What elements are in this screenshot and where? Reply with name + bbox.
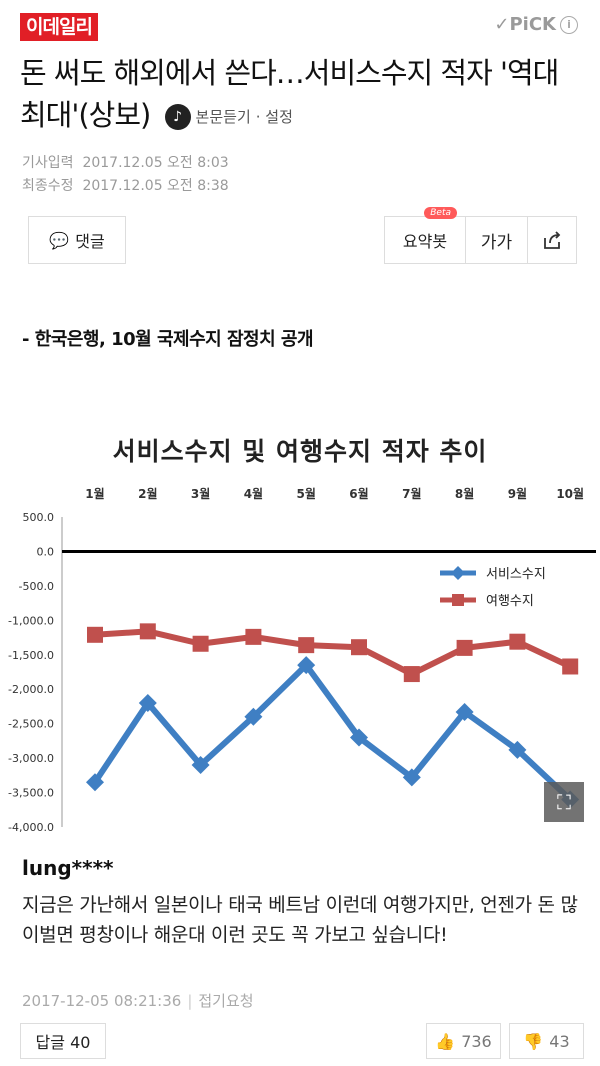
like-count: 736	[461, 1031, 492, 1051]
y-tick-label: -2,500.0	[8, 718, 54, 731]
legend-label: 서비스수지	[486, 567, 546, 582]
series-line	[92, 662, 573, 802]
data-point	[139, 623, 156, 640]
comment-label: 댓글	[75, 232, 105, 251]
x-tick-label: 1월	[85, 486, 104, 501]
input-timestamp: 기사입력 2017.12.05 오전 8:03	[22, 152, 229, 172]
y-tick-label: 500.0	[23, 511, 55, 524]
data-point	[402, 768, 421, 787]
x-tick-label: 5월	[297, 486, 316, 501]
data-point	[455, 702, 474, 721]
series-line	[94, 628, 572, 678]
reply-label: 답글 40	[35, 1033, 91, 1052]
share-button[interactable]	[527, 216, 577, 264]
input-time: 2017.12.05 오전 8:03	[82, 155, 229, 171]
audio-icon[interactable]: ♪	[164, 104, 191, 130]
data-point	[456, 639, 473, 656]
dislike-count: 43	[549, 1031, 570, 1051]
legend-marker	[451, 566, 465, 580]
info-icon[interactable]: i	[560, 15, 578, 34]
x-tick-label: 9월	[508, 486, 527, 501]
thumbs-up-icon: 👍	[435, 1031, 456, 1051]
edit-time: 2017.12.05 오전 8:38	[82, 178, 229, 194]
data-point	[351, 639, 367, 656]
data-point	[191, 756, 210, 774]
speech-bubble-icon: 💬	[49, 230, 70, 250]
legend-marker	[452, 594, 464, 606]
settings-label[interactable]: · 설정	[255, 108, 293, 126]
y-tick-label: -1,500.0	[8, 649, 54, 662]
chart-title: 서비스수지 및 여행수지 적자 추이	[112, 437, 488, 466]
x-tick-label: 7월	[402, 486, 421, 501]
data-point	[86, 773, 104, 792]
x-tick-label: 10월	[556, 486, 584, 501]
data-point	[87, 626, 103, 643]
data-point	[138, 694, 157, 712]
font-size-button[interactable]: 가가	[465, 216, 528, 264]
article-subtitle: - 한국은행, 10월 국제수지 잠정치 공개	[22, 329, 314, 350]
listen-label[interactable]: 본문듣기	[195, 108, 251, 126]
font-size-label: 가가	[480, 232, 513, 253]
data-point	[298, 637, 315, 654]
data-point	[245, 628, 262, 645]
x-tick-label: 4월	[244, 486, 263, 501]
y-tick-label: -3,500.0	[8, 787, 54, 800]
edit-label: 최종수정	[22, 178, 74, 194]
like-button[interactable]: 👍 736	[426, 1023, 501, 1059]
data-point	[509, 633, 526, 650]
x-tick-label: 3월	[191, 486, 210, 501]
chart: 1월 2월 3월 4월 5월 6월 7월 8월 9월 10월 500.0 0.0 -500.0 -1,00…	[8, 486, 596, 834]
y-tick-label: -4,000.0	[8, 821, 54, 834]
comment-meta: 2017-12-05 08:21:36 | 접기요청	[22, 992, 254, 1010]
data-point	[403, 666, 420, 683]
share-icon	[544, 231, 561, 249]
comment-text: 지금은 가난해서 일본이나 태국 베트남 이런데 여행가지만, 언젠가 돈 많이…	[22, 894, 578, 946]
x-tick-label: 6월	[349, 486, 368, 501]
y-tick-label: -500.0	[19, 580, 54, 593]
summary-button[interactable]: 요약봇 Beta	[384, 207, 466, 264]
legend-label: 여행수지	[486, 593, 534, 609]
data-point	[508, 740, 527, 759]
y-tick-label: -2,000.0	[8, 683, 54, 696]
x-tick-label: 2월	[138, 486, 157, 501]
comment-time: 2017-12-05 08:21:36	[22, 992, 182, 1010]
y-tick-label: -3,000.0	[8, 752, 54, 765]
x-tick-label: 8월	[455, 486, 474, 501]
comment-user[interactable]: lung****	[22, 856, 114, 880]
thumbs-down-icon: 👎	[523, 1031, 544, 1051]
pick-badge[interactable]: ✓PiCK i	[494, 14, 578, 35]
y-tick-label: 0.0	[37, 545, 55, 558]
article-title-text: 돈 써도 해외에서 쓴다…서비스수지 적자 '역대 최대'(상보)	[20, 56, 559, 132]
data-point	[244, 707, 263, 726]
listen-control[interactable]: ♪ 본문듣기 · 설정	[164, 96, 293, 138]
y-tick-label: -1,000.0	[8, 614, 54, 627]
dislike-button[interactable]: 👎 43	[509, 1023, 584, 1059]
comment-button[interactable]: 💬 댓글	[28, 216, 126, 264]
data-point	[562, 658, 579, 675]
input-label: 기사입력	[22, 155, 74, 171]
site-logo[interactable]: 이데일리	[20, 13, 98, 41]
fold-request-link[interactable]: 접기요청	[198, 992, 254, 1010]
edit-timestamp: 최종수정 2017.12.05 오전 8:38	[22, 175, 229, 195]
data-point	[192, 635, 209, 652]
beta-badge: Beta	[424, 207, 457, 219]
reply-button[interactable]: 답글 40	[20, 1023, 106, 1059]
article-title: 돈 써도 해외에서 쓴다…서비스수지 적자 '역대 최대'(상보) ♪ 본문듣기…	[20, 52, 585, 138]
pick-label: ✓PiCK	[494, 14, 556, 35]
data-point	[297, 656, 316, 675]
summary-label: 요약봇	[402, 232, 448, 251]
data-point	[350, 728, 368, 747]
zoom-icon[interactable]: ⛶	[544, 782, 584, 822]
